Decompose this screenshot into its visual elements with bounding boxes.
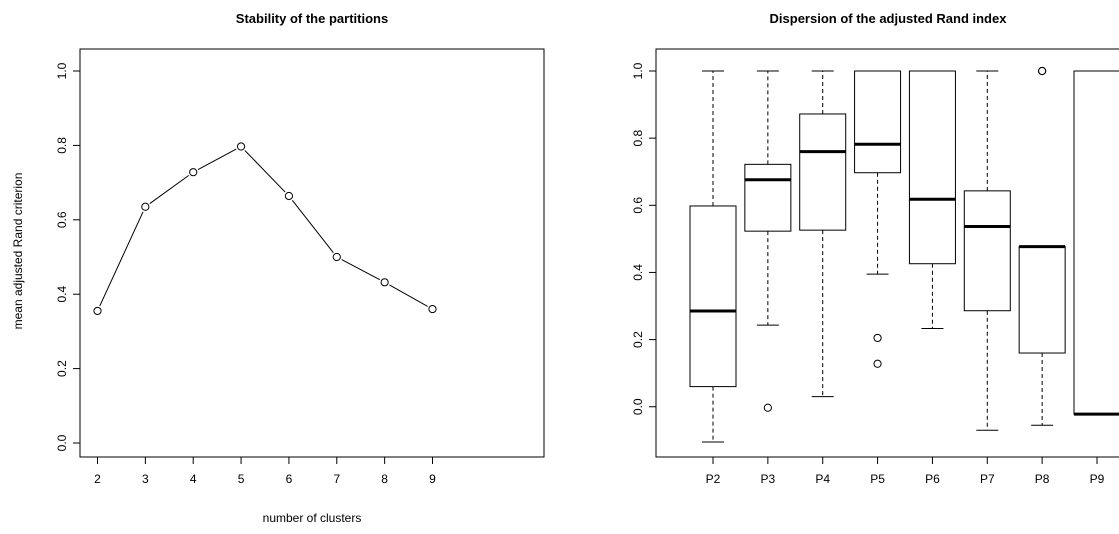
right-x-tick-label: P9	[1090, 472, 1105, 486]
left-x-tick-label: 3	[142, 472, 149, 486]
right-y-tick-label: 0.8	[631, 129, 645, 146]
box-p3	[744, 70, 792, 412]
left-y-ticks: 0.0 0.2 0.4 0.6 0.8 1.0	[55, 62, 81, 451]
right-y-tick-label: 0.4	[631, 264, 645, 281]
right-x-tick-label: P4	[815, 472, 830, 486]
box-p5	[854, 70, 902, 368]
right-x-tick-label: P3	[761, 472, 776, 486]
left-x-tick-label: 6	[286, 472, 293, 486]
line-segment	[197, 148, 237, 171]
left-chart-title: Stability of the partitions	[236, 11, 388, 26]
right-x-tick-label: P7	[980, 472, 995, 486]
box-body	[1073, 70, 1119, 415]
right-y-ticks: 0.0 0.2 0.4 0.6 0.8 1.0	[631, 62, 657, 415]
left-y-tick-label: 0.6	[55, 211, 69, 228]
line-segment	[341, 259, 381, 281]
box-body	[854, 70, 902, 174]
left-y-tick-label: 0.0	[55, 434, 69, 451]
outlier-point	[763, 403, 772, 412]
left-y-axis-label: mean adjusted Rand criterion	[11, 173, 25, 330]
left-x-tick-label: 2	[94, 472, 101, 486]
left-x-tick-label: 5	[238, 472, 245, 486]
left-y-tick-label: 0.4	[55, 286, 69, 303]
right-x-tick-label: P5	[870, 472, 885, 486]
box-body	[689, 205, 737, 388]
box-body	[963, 190, 1011, 312]
line-segment	[99, 211, 144, 307]
box-p7	[963, 70, 1011, 431]
data-point	[189, 168, 198, 177]
outlier-point	[1038, 66, 1047, 76]
box-body	[908, 70, 956, 265]
left-y-tick-label: 0.8	[55, 137, 69, 154]
box-p2	[689, 70, 737, 443]
right-y-tick-label: 0.2	[631, 331, 645, 348]
box-p9	[1073, 70, 1119, 416]
right-x-tick-label: P6	[925, 472, 940, 486]
line-segment	[244, 150, 286, 193]
right-chart-title: Dispersion of the adjusted Rand index	[770, 11, 1008, 26]
data-point	[236, 142, 246, 151]
right-y-tick-label: 1.0	[631, 62, 645, 79]
data-point	[380, 278, 389, 287]
left-x-tick-label: 9	[429, 472, 436, 486]
right-x-tick-label: P8	[1035, 472, 1050, 486]
left-x-axis-label: number of clusters	[263, 511, 362, 525]
left-series	[93, 142, 437, 316]
box-p4	[799, 70, 847, 398]
line-segment	[291, 200, 334, 253]
data-point	[428, 304, 437, 314]
boxplot-chart-dispersion: Dispersion of the adjusted Rand index P2…	[631, 11, 1119, 486]
box-p8	[1018, 66, 1066, 426]
box-body	[744, 163, 792, 232]
box-body	[799, 113, 847, 231]
line-segment	[389, 284, 428, 307]
left-x-tick-label: 4	[190, 472, 197, 486]
data-point	[141, 202, 150, 211]
left-x-ticks: 2 3 4 5 6 7 8 9	[94, 456, 436, 486]
right-y-tick-label: 0.0	[631, 398, 645, 415]
outlier-point	[873, 359, 882, 368]
right-boxes	[689, 66, 1119, 443]
line-segment	[149, 175, 190, 204]
left-y-tick-label: 1.0	[55, 62, 69, 79]
data-point	[93, 306, 102, 316]
box-p6	[908, 70, 956, 330]
left-plot-box	[79, 48, 545, 458]
data-point	[332, 252, 341, 262]
outlier-point	[873, 333, 882, 343]
right-y-tick-label: 0.6	[631, 197, 645, 214]
right-x-tick-label: P2	[706, 472, 721, 486]
left-x-tick-label: 8	[381, 472, 388, 486]
right-x-ticks: P2 P3 P4 P5 P6 P7 P8 P9	[706, 456, 1105, 486]
left-x-tick-label: 7	[333, 472, 340, 486]
box-body	[1018, 246, 1066, 354]
line-chart-stability: Stability of the partitions number of cl…	[11, 11, 545, 525]
data-point	[284, 191, 294, 201]
left-y-tick-label: 0.2	[55, 360, 69, 377]
